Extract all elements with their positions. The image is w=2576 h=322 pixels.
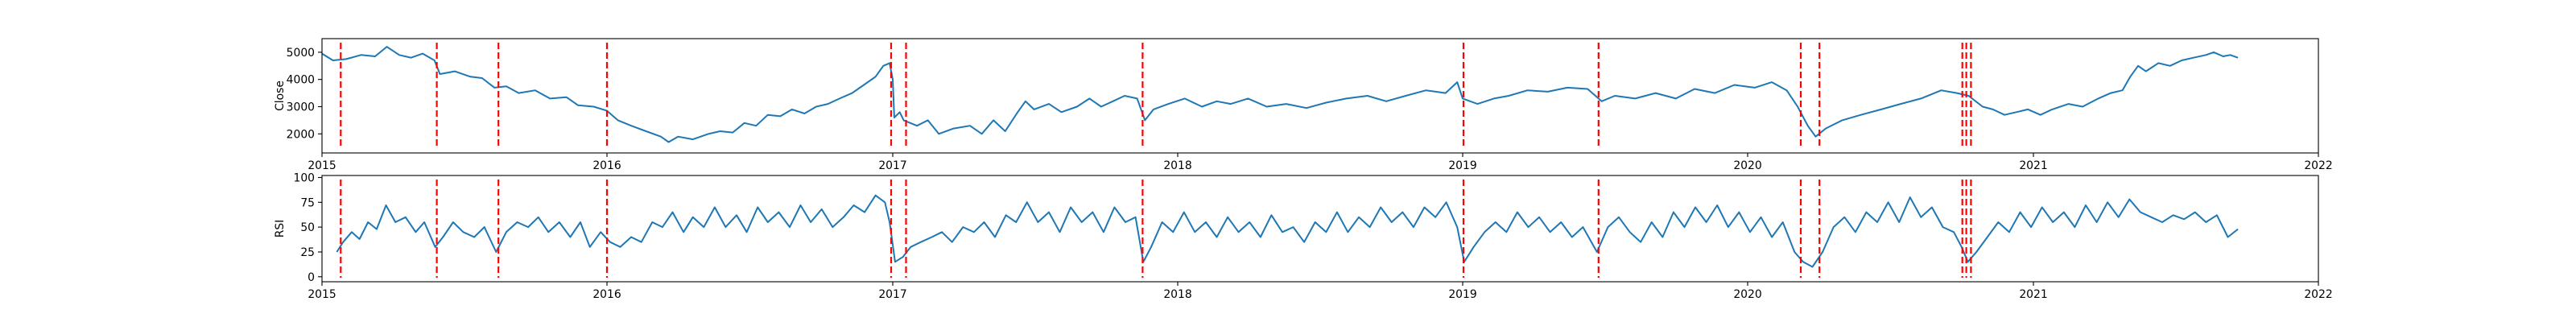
axes-frame: [321, 175, 2319, 283]
y-tick-label: 75: [300, 196, 315, 209]
close-price-panel: 2000 3000 4000 5000 2015 2016 2017 2018 2019 2020…: [274, 38, 2333, 172]
x-tick-label: 2015: [308, 159, 336, 172]
y-tick-label: 100: [293, 172, 315, 185]
y-tick-label: 0: [308, 271, 315, 284]
y-axis-title: RSI: [274, 220, 287, 238]
x-tick-label: 2017: [878, 288, 906, 301]
x-tick-label: 2015: [308, 288, 336, 301]
rsi-panel: 0 25 50 75 100 2015 2016 2017 2018 2019 2020 2021 20…: [274, 172, 2333, 302]
x-tick-label: 2018: [1163, 288, 1191, 301]
x-tick-label: 2022: [2304, 159, 2332, 172]
x-tick-label: 2019: [1448, 288, 1476, 301]
y-tick-label: 25: [300, 246, 315, 259]
x-tick-label: 2020: [1733, 288, 1761, 301]
x-tick-label: 2022: [2304, 288, 2332, 301]
y-tick-label: 5000: [287, 47, 315, 60]
x-tick-label: 2021: [2019, 288, 2047, 301]
y-tick-label: 50: [300, 221, 315, 234]
y-tick-label: 3000: [287, 101, 315, 114]
x-tick-label: 2016: [592, 288, 621, 301]
x-tick-label: 2020: [1733, 159, 1761, 172]
x-tick-label: 2017: [878, 159, 906, 172]
y-axis-title: Close: [274, 80, 287, 111]
series-line: [321, 46, 2239, 143]
x-tick-label: 2018: [1163, 159, 1191, 172]
x-tick-label: 2016: [592, 159, 621, 172]
x-tick-label: 2019: [1448, 159, 1476, 172]
y-tick-label: 2000: [287, 128, 315, 141]
x-tick-label: 2021: [2019, 159, 2047, 172]
y-tick-label: 4000: [287, 74, 315, 87]
series-line: [336, 194, 2239, 268]
axes-frame: [321, 38, 2319, 154]
